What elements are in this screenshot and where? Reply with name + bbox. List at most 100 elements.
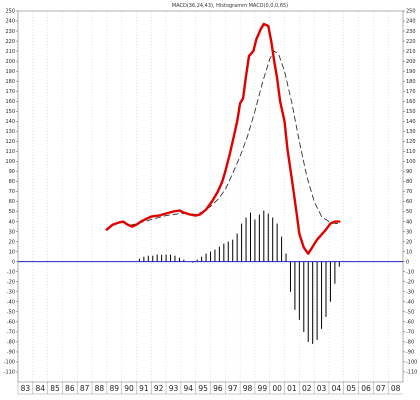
y-tick-label: 80 [406, 179, 412, 185]
y-tick-label: -110 [4, 370, 15, 376]
y-tick-label: 0 [12, 259, 15, 265]
y-tick-label: 240 [406, 19, 416, 25]
y-tick-label: -60 [7, 320, 15, 326]
y-tick-label: 10 [406, 249, 412, 255]
x-tick-label: 97 [228, 384, 238, 393]
y-tick-label: 100 [5, 159, 15, 165]
y-tick-label: 190 [406, 69, 416, 75]
y-tick-label: -50 [406, 310, 414, 316]
y-tick-label: -60 [406, 320, 414, 326]
y-tick-label: 220 [406, 39, 416, 45]
y-tick-label: 90 [9, 169, 15, 175]
y-tick-label: 210 [5, 49, 15, 55]
x-tick-label: 96 [213, 384, 223, 393]
y-tick-label: -110 [406, 370, 417, 376]
y-tick-label: 70 [9, 189, 15, 195]
y-tick-label: -10 [7, 269, 15, 275]
y-tick-label: -70 [406, 330, 414, 336]
y-tick-label: 130 [406, 129, 416, 135]
y-tick-label: 100 [406, 159, 416, 165]
y-tick-label: -40 [406, 299, 414, 305]
y-tick-label: 190 [5, 69, 15, 75]
y-tick-label: -100 [406, 360, 417, 366]
y-tick-label: 120 [5, 139, 15, 145]
y-tick-label: 50 [406, 209, 412, 215]
y-tick-label: 20 [406, 239, 412, 245]
y-axis-left: 2502402302202102001901801701601501401301… [4, 9, 18, 376]
y-tick-label: 210 [406, 49, 416, 55]
y-tick-label: 60 [406, 199, 412, 205]
y-tick-label: 180 [5, 79, 15, 85]
y-tick-label: -80 [406, 340, 414, 346]
y-tick-label: 40 [9, 219, 15, 225]
y-tick-label: 20 [9, 239, 15, 245]
x-tick-label: 90 [124, 384, 134, 393]
y-tick-label: 90 [406, 169, 412, 175]
y-tick-label: 10 [9, 249, 15, 255]
x-tick-label: 06 [361, 384, 371, 393]
x-tick-label: 85 [50, 384, 60, 393]
y-tick-label: 170 [5, 89, 15, 95]
x-tick-label: 08 [391, 384, 401, 393]
x-tick-label: 99 [258, 384, 268, 393]
histogram-layer [138, 210, 340, 344]
y-tick-label: 240 [5, 19, 15, 25]
y-tick-label: 200 [406, 59, 416, 65]
y-tick-label: 30 [9, 229, 15, 235]
y-tick-label: -90 [406, 350, 414, 356]
x-tick-label: 05 [346, 384, 356, 393]
x-tick-label: 98 [243, 384, 253, 393]
x-tick-label: 89 [109, 384, 119, 393]
y-tick-label: 30 [406, 229, 412, 235]
y-tick-label: 50 [9, 209, 15, 215]
macd-line [105, 22, 341, 255]
x-tick-label: 94 [184, 384, 194, 393]
x-axis: 83 84 85 86 87 88 89 90 91 92 93 94 95 96 97 98 99 00 01 02… [17, 382, 403, 395]
y-tick-label: 150 [406, 109, 416, 115]
y-tick-label: 200 [5, 59, 15, 65]
x-tick-label: 84 [35, 384, 45, 393]
y-tick-label: 150 [5, 109, 15, 115]
y-tick-label: -30 [7, 289, 15, 295]
y-tick-label: 130 [5, 129, 15, 135]
x-tick-label: 03 [317, 384, 327, 393]
chart-title: MACD(36,24,43), Histogramm MACD(0,0,0,65… [172, 3, 288, 9]
y-tick-label: 170 [406, 89, 416, 95]
x-tick-label: 01 [287, 384, 297, 393]
y-tick-label: 110 [5, 149, 15, 155]
y-tick-label: -80 [7, 340, 15, 346]
y-tick-label: -30 [406, 289, 414, 295]
y-tick-label: -50 [7, 310, 15, 316]
x-tick-label: 04 [332, 384, 342, 393]
y-tick-label: 40 [406, 219, 412, 225]
x-tick-label: 07 [376, 384, 386, 393]
y-tick-label: 140 [406, 119, 416, 125]
y-tick-label: 230 [5, 29, 15, 35]
y-tick-label: 230 [406, 29, 416, 35]
y-tick-label: 220 [5, 39, 15, 45]
x-tick-label: 91 [139, 384, 149, 393]
grid-layer [17, 10, 404, 383]
y-tick-label: 110 [406, 149, 416, 155]
x-tick-label: 95 [198, 384, 208, 393]
x-tick-label: 88 [95, 384, 105, 393]
y-axis-right: 2502402302202102001901801701601501401301… [403, 9, 417, 376]
signal-line [128, 50, 341, 227]
y-tick-label: -40 [7, 299, 15, 305]
x-tick-label: 86 [65, 384, 75, 393]
x-tick-label: 00 [272, 384, 282, 393]
y-tick-label: 180 [406, 79, 416, 85]
y-tick-label: -10 [406, 269, 414, 275]
x-tick-label: 93 [169, 384, 179, 393]
y-tick-label: -100 [4, 360, 15, 366]
y-tick-label: 60 [9, 199, 15, 205]
y-tick-label: -70 [7, 330, 15, 336]
y-tick-label: 250 [5, 9, 15, 15]
y-tick-label: 70 [406, 189, 412, 195]
x-tick-label: 02 [302, 384, 312, 393]
y-tick-label: 140 [5, 119, 15, 125]
y-tick-label: 80 [9, 179, 15, 185]
y-tick-label: -20 [406, 279, 414, 285]
y-tick-label: -90 [7, 350, 15, 356]
